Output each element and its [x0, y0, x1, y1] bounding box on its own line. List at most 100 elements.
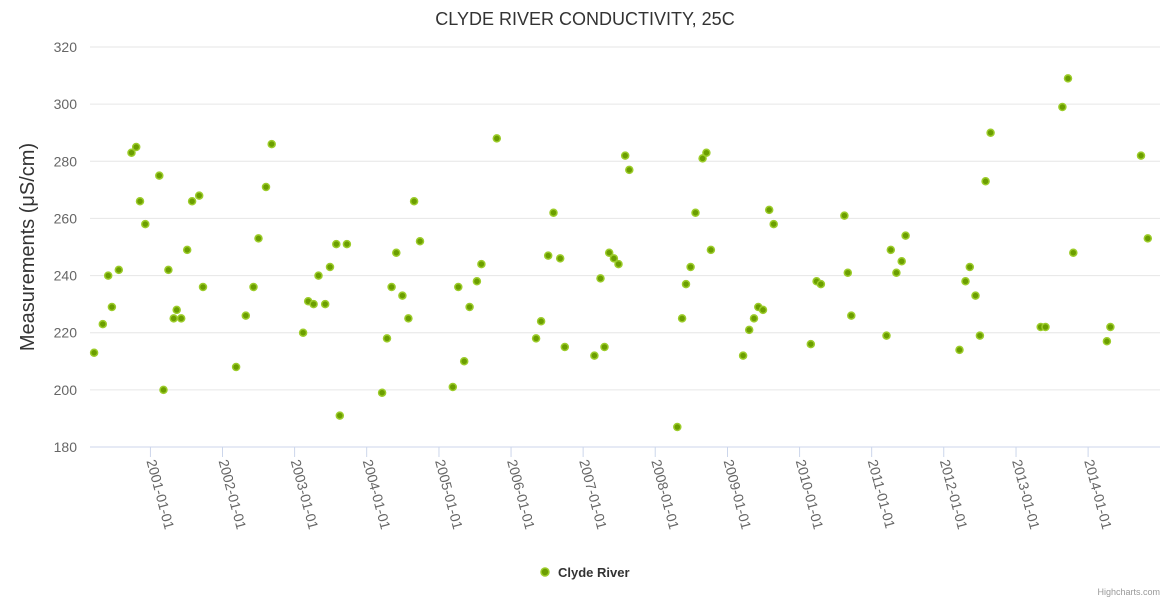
data-point[interactable] — [847, 311, 856, 320]
data-point[interactable] — [738, 351, 748, 360]
data-point[interactable] — [1102, 337, 1112, 346]
data-point[interactable] — [1136, 151, 1146, 160]
data-point[interactable] — [886, 245, 896, 255]
data-point[interactable] — [609, 254, 619, 263]
data-point[interactable] — [415, 237, 425, 246]
data-point[interactable] — [843, 268, 853, 277]
data-point[interactable] — [981, 177, 990, 186]
data-point[interactable] — [249, 282, 258, 292]
data-point[interactable] — [590, 351, 599, 360]
data-point[interactable] — [98, 319, 108, 329]
data-point[interactable] — [702, 148, 711, 157]
data-point[interactable] — [454, 282, 463, 292]
data-point[interactable] — [555, 254, 565, 263]
data-point[interactable] — [596, 274, 605, 283]
data-point[interactable] — [261, 182, 271, 192]
data-point[interactable] — [241, 311, 251, 320]
data-point[interactable] — [749, 314, 759, 323]
data-point[interactable] — [673, 422, 682, 432]
data-point[interactable] — [127, 148, 136, 157]
data-point[interactable] — [492, 134, 502, 143]
data-point[interactable] — [604, 248, 614, 257]
data-point[interactable] — [172, 305, 181, 315]
credit-link[interactable]: Highcharts.com — [1097, 587, 1160, 597]
data-point[interactable] — [332, 239, 341, 249]
data-point[interactable] — [141, 219, 150, 229]
data-point[interactable] — [89, 348, 99, 357]
data-point[interactable] — [103, 271, 113, 280]
data-point[interactable] — [387, 282, 396, 292]
data-point[interactable] — [1143, 234, 1153, 243]
data-point[interactable] — [614, 259, 623, 269]
data-point[interactable] — [531, 334, 541, 343]
data-point[interactable] — [459, 357, 469, 366]
data-point[interactable] — [382, 334, 392, 343]
data-point[interactable] — [159, 385, 168, 395]
data-point[interactable] — [465, 302, 474, 312]
data-point[interactable] — [107, 302, 117, 312]
data-point[interactable] — [398, 291, 407, 300]
data-point[interactable] — [744, 325, 754, 335]
data-point[interactable] — [176, 314, 186, 323]
data-point[interactable] — [254, 234, 263, 243]
data-point[interactable] — [198, 282, 208, 292]
data-point[interactable] — [764, 205, 774, 215]
data-point[interactable] — [549, 208, 558, 217]
data-point[interactable] — [267, 139, 276, 149]
data-point[interactable] — [392, 248, 401, 257]
data-point[interactable] — [477, 259, 486, 269]
data-point[interactable] — [620, 151, 630, 160]
data-point[interactable] — [975, 331, 985, 340]
data-point[interactable] — [187, 197, 197, 206]
data-point[interactable] — [536, 317, 546, 326]
data-point[interactable] — [409, 197, 419, 206]
data-point[interactable] — [543, 251, 553, 260]
data-point[interactable] — [155, 171, 164, 180]
data-point[interactable] — [681, 279, 691, 289]
data-point[interactable] — [806, 339, 816, 349]
legend-item-clyde-river[interactable]: Clyde River — [558, 565, 630, 580]
data-point[interactable] — [901, 231, 910, 240]
data-point[interactable] — [404, 314, 413, 323]
data-point[interactable] — [131, 142, 141, 152]
data-point[interactable] — [1041, 322, 1050, 332]
data-point[interactable] — [1069, 248, 1078, 257]
data-point[interactable] — [677, 314, 687, 323]
data-point[interactable] — [1106, 322, 1115, 332]
data-point[interactable] — [231, 362, 241, 372]
data-point[interactable] — [816, 279, 826, 289]
data-point[interactable] — [1063, 74, 1073, 83]
data-point[interactable] — [600, 342, 609, 352]
data-point[interactable] — [377, 388, 387, 397]
data-point[interactable] — [335, 411, 345, 420]
data-point[interactable] — [955, 345, 964, 355]
data-point[interactable] — [965, 262, 975, 272]
data-point[interactable] — [194, 191, 204, 200]
data-point[interactable] — [320, 299, 330, 309]
data-point[interactable] — [182, 245, 192, 255]
data-point[interactable] — [325, 262, 335, 272]
data-point[interactable] — [169, 314, 178, 323]
data-point[interactable] — [448, 382, 458, 392]
data-point[interactable] — [625, 165, 634, 175]
data-point[interactable] — [882, 331, 891, 340]
data-point[interactable] — [897, 257, 906, 266]
data-point[interactable] — [758, 305, 768, 315]
legend[interactable]: Clyde River — [540, 565, 630, 580]
data-point[interactable] — [986, 128, 995, 137]
data-point[interactable] — [971, 291, 980, 300]
data-point[interactable] — [114, 265, 124, 275]
data-point[interactable] — [314, 271, 323, 280]
data-point[interactable] — [560, 342, 570, 352]
data-point[interactable] — [706, 245, 716, 255]
data-point[interactable] — [309, 299, 318, 309]
data-point[interactable] — [686, 262, 695, 272]
data-point[interactable] — [298, 328, 308, 337]
data-point[interactable] — [840, 211, 849, 220]
data-point[interactable] — [892, 268, 901, 277]
data-point[interactable] — [472, 277, 482, 286]
data-point[interactable] — [961, 277, 970, 286]
data-point[interactable] — [164, 265, 173, 275]
data-point[interactable] — [342, 239, 352, 249]
data-point[interactable] — [698, 154, 707, 163]
